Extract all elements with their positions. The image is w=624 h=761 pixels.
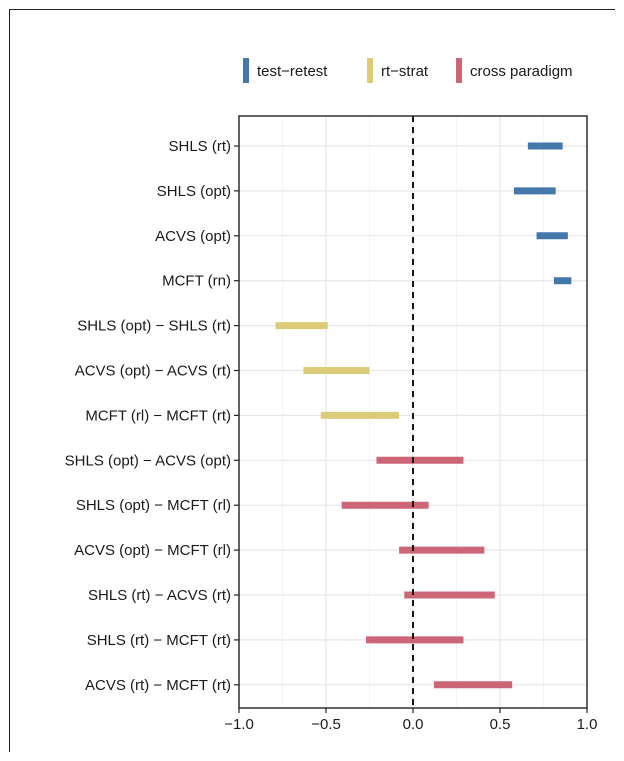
y-tick-label: MCFT (rl) − MCFT (rt) bbox=[85, 407, 231, 424]
legend-key-cross bbox=[456, 58, 462, 83]
x-tick-label: 0.5 bbox=[490, 716, 511, 733]
legend: test−retest rt−strat cross paradigm bbox=[243, 58, 573, 83]
legend-label-test-retest: test−retest bbox=[257, 63, 328, 80]
y-tick-label: ACVS (opt) − MCFT (rl) bbox=[74, 542, 231, 559]
x-tick-label: −0.5 bbox=[311, 716, 341, 733]
y-tick-label: SHLS (opt) bbox=[157, 183, 231, 200]
x-tick-label: 1.0 bbox=[577, 716, 598, 733]
figure-frame bbox=[9, 9, 615, 752]
y-tick-label: SHLS (opt) − ACVS (opt) bbox=[65, 452, 231, 469]
y-axis: SHLS (rt) SHLS (opt) ACVS (opt) MCFT (rn) SH… bbox=[65, 138, 239, 694]
interval-bars bbox=[275, 142, 572, 689]
legend-label-cross: cross paradigm bbox=[470, 63, 573, 80]
legend-key-test-retest bbox=[243, 58, 249, 83]
y-tick-label: ACVS (opt) bbox=[155, 228, 231, 245]
y-tick-label: SHLS (opt) − SHLS (rt) bbox=[77, 318, 231, 335]
y-tick-label: MCFT (rn) bbox=[162, 273, 231, 290]
x-tick-label: 0.0 bbox=[403, 716, 424, 733]
y-tick-label: SHLS (rt) bbox=[168, 138, 231, 155]
y-tick-label: SHLS (rt) − MCFT (rt) bbox=[87, 632, 231, 649]
y-tick-label: SHLS (rt) − ACVS (rt) bbox=[88, 587, 231, 604]
y-tick-label: SHLS (opt) − MCFT (rl) bbox=[76, 497, 231, 514]
legend-key-rt-strat bbox=[367, 58, 373, 83]
x-tick-label: −1.0 bbox=[224, 716, 254, 733]
x-axis: −1.0 −0.5 0.0 0.5 1.0 bbox=[224, 708, 597, 733]
legend-label-rt-strat: rt−strat bbox=[381, 63, 429, 80]
y-tick-label: ACVS (opt) − ACVS (rt) bbox=[75, 363, 231, 380]
y-tick-label: ACVS (rt) − MCFT (rt) bbox=[85, 677, 231, 694]
